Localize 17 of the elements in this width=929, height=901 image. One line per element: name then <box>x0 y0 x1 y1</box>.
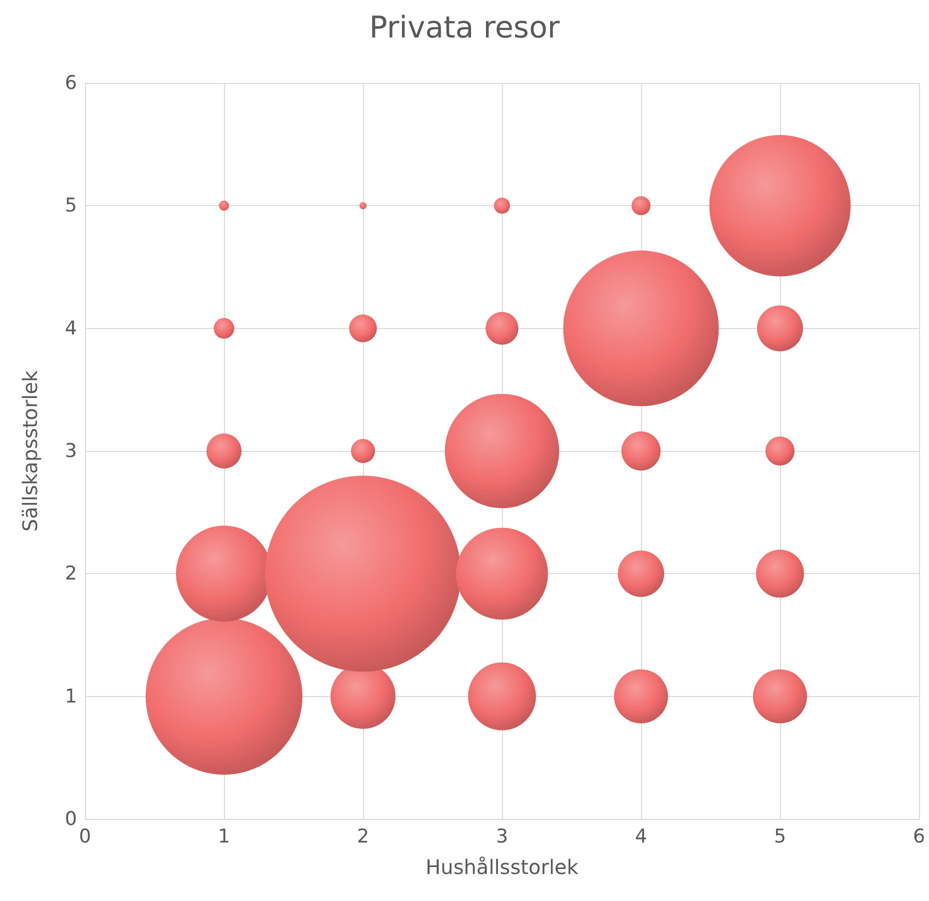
y-tick-label: 1 <box>64 685 77 708</box>
x-tick-label: 4 <box>634 826 648 848</box>
y-tick-label: 3 <box>64 440 77 462</box>
x-tick-label: 2 <box>356 826 370 848</box>
x-tick-label: 0 <box>78 826 92 848</box>
y-tick-label: 2 <box>64 562 77 585</box>
x-tick-label: 1 <box>218 826 230 848</box>
x-tick-label: 6 <box>912 826 926 848</box>
x-tick-label: 5 <box>774 826 786 848</box>
x-tick-label: 3 <box>496 826 508 848</box>
y-tick-label: 0 <box>64 808 77 830</box>
y-tick-label: 5 <box>64 194 77 217</box>
y-tick-label: 4 <box>64 317 77 340</box>
y-axis-title: Sällskapsstorlek <box>18 370 42 532</box>
chart-title: Privata resor <box>369 10 560 46</box>
y-tick-label: 6 <box>64 72 77 94</box>
x-axis-title: Hushållsstorlek <box>426 855 579 879</box>
